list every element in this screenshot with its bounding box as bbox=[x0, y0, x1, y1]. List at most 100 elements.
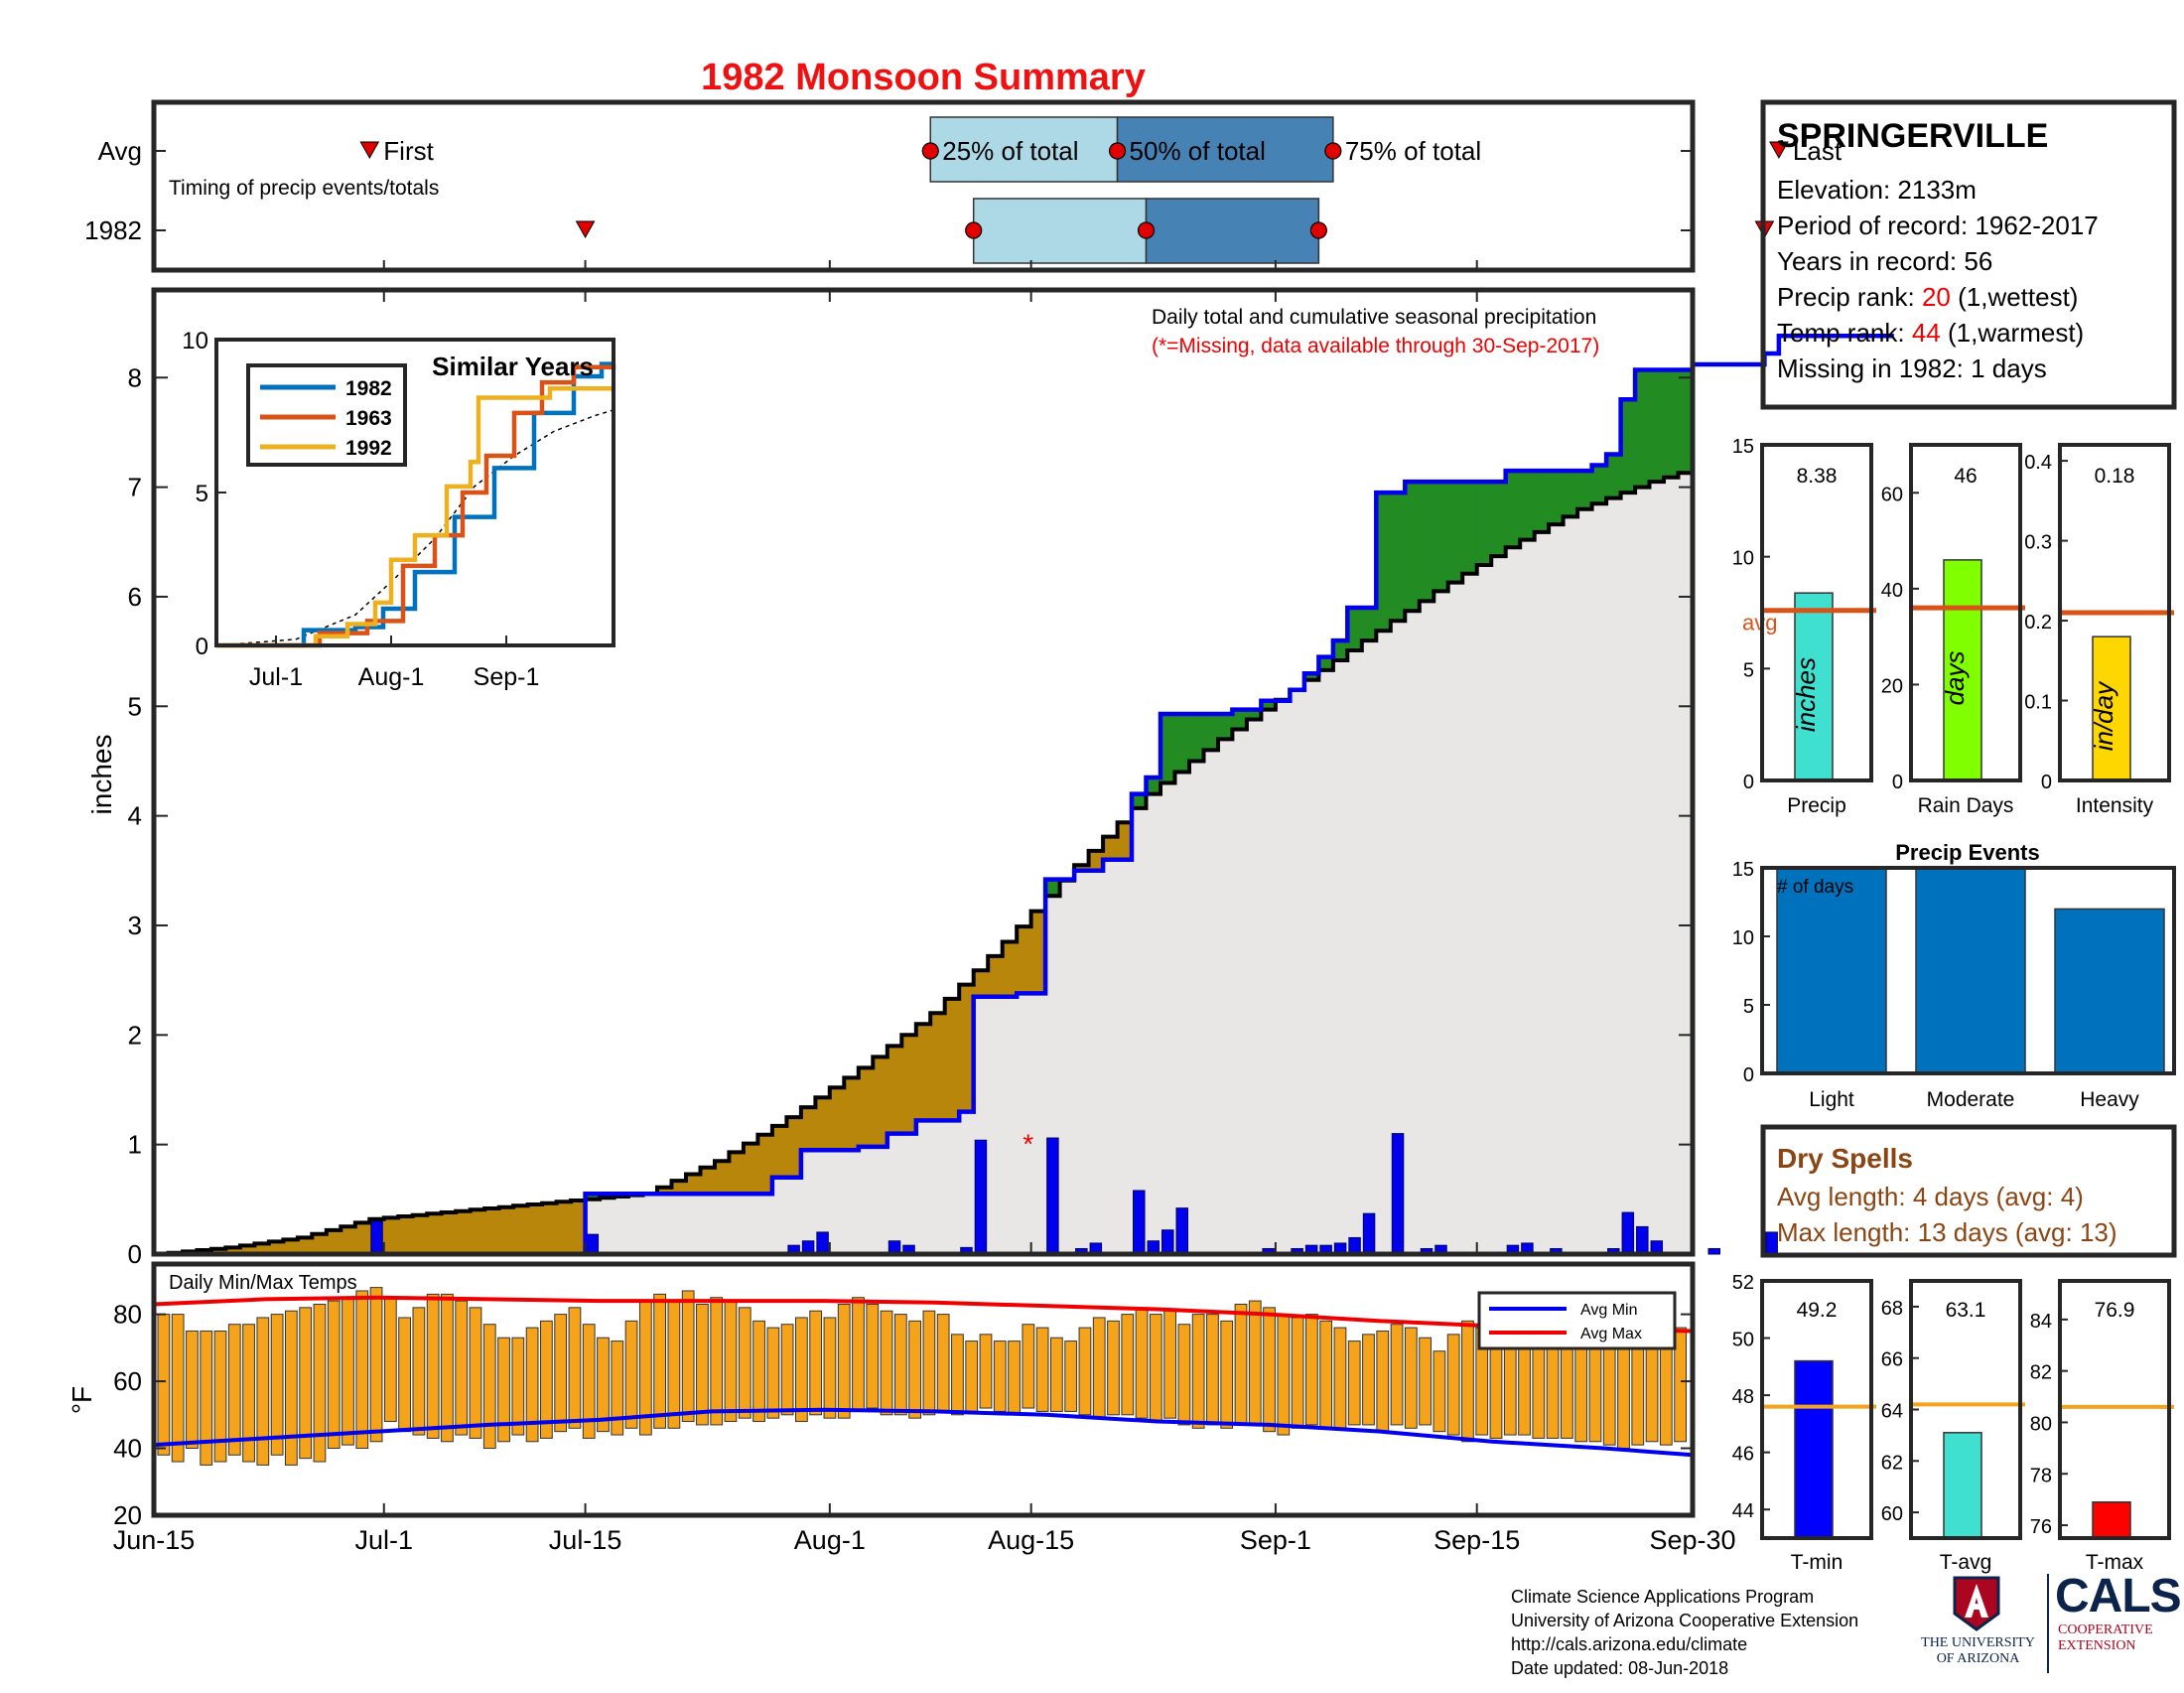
deficit-fill bbox=[578, 1199, 583, 1254]
deficit-fill bbox=[912, 1035, 917, 1134]
mini-bar-unit-label: days bbox=[1940, 650, 1970, 705]
deficit-fill bbox=[430, 1213, 436, 1254]
deficit-fill bbox=[236, 1247, 241, 1254]
deficit-fill bbox=[890, 1046, 895, 1134]
surplus-fill bbox=[1505, 471, 1510, 548]
year-first-marker bbox=[575, 220, 596, 239]
daily-temp-bar bbox=[696, 1303, 709, 1426]
deficit-fill bbox=[1106, 836, 1111, 860]
temp-bar-tick-label: 46 bbox=[1732, 1444, 1754, 1466]
main-y-tick-label: 5 bbox=[128, 691, 142, 721]
main-y-tick-label: 0 bbox=[128, 1239, 142, 1269]
surplus-fill bbox=[1199, 714, 1205, 762]
deficit-fill bbox=[826, 1097, 831, 1151]
surplus-fill bbox=[1483, 482, 1489, 565]
university-of-arizona-logo: THE UNIVERSITY OF ARIZONA bbox=[1921, 1574, 2035, 1683]
temp-bar-category-label: T-max bbox=[2086, 1551, 2144, 1574]
temp-rank-part: (1,warmest) bbox=[1941, 318, 2084, 348]
deficit-fill bbox=[1009, 941, 1015, 997]
deficit-fill bbox=[308, 1237, 313, 1254]
deficit-fill bbox=[790, 1117, 795, 1178]
deficit-fill bbox=[351, 1226, 356, 1254]
surplus-fill bbox=[1340, 640, 1345, 660]
deficit-fill bbox=[908, 1035, 913, 1134]
daily-temp-bar bbox=[1362, 1334, 1375, 1426]
temp-bar-tick-label: 76 bbox=[2030, 1516, 2052, 1538]
precip-events-tick-label: 5 bbox=[1743, 996, 1754, 1018]
deficit-fill bbox=[474, 1209, 478, 1254]
deficit-fill bbox=[412, 1214, 417, 1254]
daily-temp-bar bbox=[1107, 1320, 1120, 1416]
daily-temp-bar bbox=[724, 1300, 738, 1423]
daily-temp-bar bbox=[624, 1320, 638, 1429]
surplus-fill bbox=[1664, 369, 1669, 478]
station-years: Years in record: 56 bbox=[1777, 246, 1992, 276]
mini-bar-tick-label: 0.2 bbox=[2024, 612, 2052, 634]
station-elevation: Elevation: 2133m bbox=[1777, 175, 1977, 205]
daily-precip-bar bbox=[974, 1139, 988, 1255]
ua-logo-line1: THE UNIVERSITY bbox=[1921, 1635, 2035, 1650]
deficit-fill bbox=[991, 955, 997, 997]
cals-logo-text: CALS bbox=[2055, 1570, 2182, 1622]
deficit-fill bbox=[657, 1187, 662, 1195]
daily-temp-bar bbox=[327, 1300, 341, 1450]
station-name: SPRINGERVILLE bbox=[1777, 117, 2048, 155]
deficit-fill bbox=[1020, 926, 1025, 994]
deficit-fill bbox=[689, 1174, 694, 1195]
station-precip-rank: Precip rank: 20 (1,wettest) bbox=[1777, 282, 2078, 312]
dry-spells-box bbox=[1760, 1124, 2177, 1258]
deficit-fill bbox=[315, 1233, 321, 1254]
daily-temp-bar bbox=[256, 1317, 270, 1466]
surplus-fill bbox=[1250, 709, 1255, 720]
surplus-fill bbox=[1419, 482, 1424, 602]
temp-y-tick-label: 20 bbox=[113, 1500, 142, 1530]
daily-precip-bar bbox=[370, 1220, 383, 1255]
mini-bar-tick-label: 20 bbox=[1881, 675, 1903, 697]
deficit-fill bbox=[319, 1233, 324, 1254]
surplus-fill bbox=[1573, 471, 1578, 517]
deficit-fill bbox=[1092, 850, 1097, 871]
surplus-fill bbox=[1268, 700, 1273, 710]
mini-bar-tick-label: 0.1 bbox=[2024, 692, 2052, 714]
surplus-fill bbox=[1430, 482, 1434, 602]
deficit-fill bbox=[904, 1035, 910, 1134]
deficit-fill bbox=[804, 1107, 809, 1151]
mini-bar-tick-label: 15 bbox=[1732, 436, 1754, 458]
deficit-fill bbox=[675, 1181, 680, 1195]
daily-temp-bar bbox=[795, 1317, 808, 1423]
deficit-fill bbox=[751, 1143, 755, 1195]
deficit-fill bbox=[358, 1222, 363, 1254]
surplus-fill bbox=[1587, 471, 1593, 509]
station-period: Period of record: 1962-2017 bbox=[1777, 211, 2099, 240]
temp-bar-category-label: T-min bbox=[1791, 1551, 1843, 1574]
mini-bar-tick-label: 60 bbox=[1881, 484, 1903, 505]
surplus-fill bbox=[1188, 714, 1194, 762]
daily-temp-bar bbox=[426, 1293, 440, 1439]
deficit-fill bbox=[301, 1237, 306, 1254]
deficit-fill bbox=[919, 1024, 924, 1121]
deficit-fill bbox=[818, 1097, 824, 1151]
surplus-fill bbox=[1311, 673, 1316, 680]
surplus-fill bbox=[1398, 493, 1403, 622]
deficit-fill bbox=[498, 1206, 503, 1254]
surplus-fill bbox=[1048, 879, 1053, 897]
deficit-fill bbox=[491, 1208, 496, 1254]
avg-q50-marker bbox=[1108, 142, 1127, 160]
deficit-fill bbox=[545, 1202, 550, 1254]
daily-temp-bar bbox=[908, 1320, 921, 1419]
deficit-fill bbox=[365, 1222, 370, 1254]
surplus-fill bbox=[1549, 471, 1554, 525]
deficit-fill bbox=[423, 1214, 428, 1254]
deficit-fill bbox=[693, 1174, 698, 1195]
surplus-fill bbox=[1609, 454, 1614, 498]
inset-series-1992 bbox=[216, 386, 614, 648]
temp-panel-label: Daily Min/Max Temps bbox=[169, 1272, 357, 1294]
x-tick-label: Jun-15 bbox=[113, 1525, 196, 1555]
footer-line-url[interactable]: http://cals.arizona.edu/climate bbox=[1511, 1634, 1748, 1654]
deficit-fill bbox=[696, 1174, 702, 1195]
deficit-fill bbox=[323, 1233, 328, 1254]
daily-temp-bar bbox=[1064, 1340, 1078, 1412]
deficit-fill bbox=[456, 1210, 461, 1254]
temp-rank-part: Temp rank: bbox=[1777, 318, 1912, 348]
deficit-fill bbox=[305, 1237, 310, 1254]
